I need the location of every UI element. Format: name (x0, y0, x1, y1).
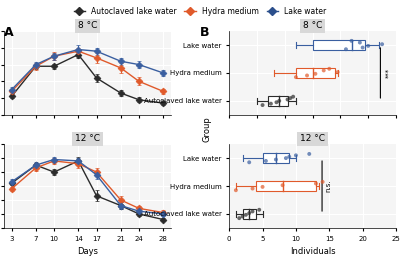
Point (246, 211, 252, 215)
Point (334, 70, 341, 74)
Point (286, 155, 292, 159)
Point (259, 103, 266, 107)
Point (279, 183, 286, 187)
FancyBboxPatch shape (262, 153, 289, 163)
Point (290, 95, 296, 99)
Point (263, 159, 269, 163)
Point (273, 157, 279, 162)
Text: ***: *** (385, 68, 391, 78)
Point (273, 100, 280, 104)
X-axis label: Individuals: Individuals (290, 247, 336, 256)
Point (360, 46, 366, 50)
Point (326, 67, 332, 71)
Point (239, 214, 246, 219)
Point (283, 156, 289, 160)
Point (365, 44, 371, 48)
Point (287, 96, 294, 100)
Point (233, 188, 239, 192)
Point (256, 208, 262, 212)
FancyBboxPatch shape (312, 40, 366, 50)
Point (293, 153, 299, 157)
Point (246, 160, 252, 164)
Legend: Autoclaved lake water, Hydra medium, Lake water: Autoclaved lake water, Hydra medium, Lak… (70, 4, 330, 19)
Point (249, 209, 256, 213)
Point (348, 39, 355, 43)
Point (306, 152, 312, 156)
Title: 12 °C: 12 °C (75, 134, 100, 143)
Text: B: B (200, 26, 210, 39)
FancyBboxPatch shape (242, 209, 256, 219)
Text: A: A (4, 26, 14, 39)
FancyBboxPatch shape (268, 96, 288, 106)
Point (268, 102, 274, 106)
Point (276, 99, 282, 103)
Point (320, 68, 327, 73)
FancyBboxPatch shape (296, 68, 335, 78)
Point (357, 40, 363, 45)
Point (304, 73, 310, 77)
Point (343, 47, 349, 51)
Point (249, 186, 256, 191)
Title: 8 °C: 8 °C (303, 21, 322, 30)
Point (236, 216, 242, 220)
Title: 12 °C: 12 °C (300, 134, 325, 143)
Point (243, 213, 249, 217)
Text: n.s.: n.s. (325, 180, 331, 192)
Point (312, 72, 318, 76)
Point (320, 180, 326, 184)
Point (284, 97, 291, 102)
Point (379, 42, 385, 46)
X-axis label: Days: Days (77, 247, 98, 256)
Point (293, 75, 299, 79)
Title: 8 °C: 8 °C (78, 21, 97, 30)
Point (259, 185, 266, 189)
Text: Group: Group (202, 117, 211, 142)
FancyBboxPatch shape (256, 181, 316, 191)
Point (313, 182, 319, 186)
